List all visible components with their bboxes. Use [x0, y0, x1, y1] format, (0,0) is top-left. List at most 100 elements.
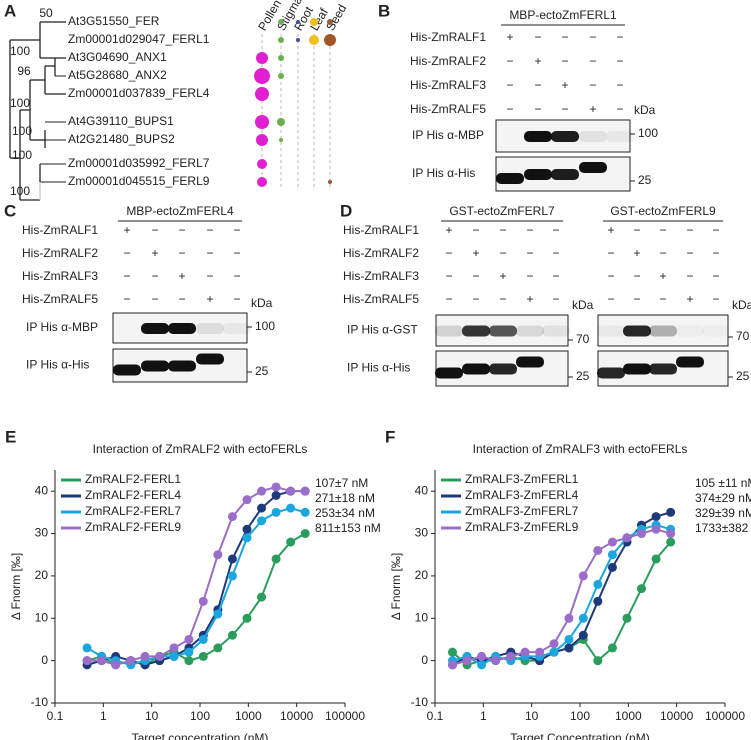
chart-title: Interaction of ZmRALF2 with ectoFERLs: [93, 442, 308, 456]
sign: −: [499, 223, 506, 237]
sign: −: [659, 223, 666, 237]
sign: −: [534, 30, 541, 44]
data-point: [578, 571, 588, 581]
sign: −: [633, 269, 640, 283]
marker-label: 70: [576, 332, 590, 346]
band: [435, 367, 463, 379]
data-point: [637, 529, 647, 539]
row-label: His-ZmRALF1: [343, 223, 419, 237]
band: [141, 360, 169, 372]
sign: +: [686, 292, 693, 306]
data-point: [242, 495, 252, 505]
sign: −: [151, 292, 158, 306]
x-tick-label: 100000: [325, 709, 365, 723]
data-point: [169, 643, 179, 653]
sign: −: [534, 102, 541, 116]
sign: −: [616, 78, 623, 92]
sign: −: [472, 223, 479, 237]
data-point: [184, 656, 194, 666]
row-label: His-ZmRALF1: [22, 223, 98, 237]
data-point: [257, 503, 267, 513]
sign: −: [526, 269, 533, 283]
probe-label: IP His α-MBP: [26, 320, 98, 334]
leaf-label: Zm00001d045515_FERL9: [68, 174, 210, 188]
expression-dot: [255, 115, 269, 129]
data-point: [257, 516, 267, 526]
panel-label: C: [4, 201, 16, 220]
band: [649, 363, 677, 375]
data-point: [491, 656, 501, 666]
data-point: [169, 651, 179, 661]
legend-label: ZmRALF3-ZmFERL4: [465, 488, 579, 502]
sign: −: [659, 246, 666, 260]
expression-dot: [278, 55, 284, 61]
band: [579, 131, 607, 142]
sign: +: [123, 223, 130, 237]
y-tick-label: 10: [415, 610, 429, 624]
expression-dot: [278, 37, 284, 43]
probe-label: IP His α-His: [347, 361, 410, 375]
blot-title: GST-ectoZmFERL7: [449, 204, 555, 218]
data-point: [300, 507, 310, 517]
legend-label: ZmRALF2-FERL7: [85, 504, 181, 518]
bootstrap-value: 50: [39, 6, 53, 20]
sign: −: [534, 78, 541, 92]
y-axis-label: Δ Fnorm [‰]: [389, 553, 403, 620]
row-label: His-ZmRALF2: [343, 246, 419, 260]
data-point: [622, 613, 632, 623]
row-label: His-ZmRALF3: [343, 269, 419, 283]
sign: +: [445, 223, 452, 237]
data-point: [535, 647, 545, 657]
band: [196, 323, 224, 334]
x-tick-label: 0.1: [47, 709, 64, 723]
band: [623, 363, 651, 375]
sign: −: [589, 30, 596, 44]
y-tick-label: 30: [415, 526, 429, 540]
row-label: His-ZmRALF5: [22, 292, 98, 306]
x-axis-label: Target Concentration (nM): [510, 731, 649, 740]
data-point: [593, 596, 603, 606]
data-point: [227, 512, 237, 522]
sign: −: [206, 246, 213, 260]
x-tick-label: 1: [100, 709, 107, 723]
band: [524, 169, 552, 180]
kd-label: 374±29 nM: [695, 491, 751, 505]
sign: −: [589, 78, 596, 92]
blot-title: MBP-ectoZmFERL1: [509, 8, 617, 22]
bootstrap-value: 100: [10, 96, 30, 110]
y-tick-label: 40: [35, 483, 49, 497]
data-point: [607, 550, 617, 560]
row-label: His-ZmRALF2: [22, 246, 98, 260]
probe-label: IP His α-His: [26, 358, 89, 372]
data-point: [549, 639, 559, 649]
expression-dot: [324, 34, 336, 46]
band: [623, 325, 651, 337]
sign: −: [206, 269, 213, 283]
leaf-label: At3G51550_FER: [68, 14, 160, 28]
data-point: [111, 660, 121, 670]
data-point: [520, 647, 530, 657]
blot-title: GST-ectoZmFERL9: [610, 204, 716, 218]
data-point: [213, 643, 223, 653]
legend-label: ZmRALF2-FERL4: [85, 488, 181, 502]
data-point: [506, 651, 516, 661]
data-point: [477, 651, 487, 661]
data-point: [549, 647, 559, 657]
sign: −: [712, 246, 719, 260]
sign: +: [534, 54, 541, 68]
sign: −: [561, 30, 568, 44]
x-tick-label: 0.1: [427, 709, 444, 723]
band: [462, 363, 490, 375]
data-point: [462, 656, 472, 666]
data-point: [184, 634, 194, 644]
expression-dot: [310, 18, 318, 26]
sign: −: [616, 54, 623, 68]
sign: −: [633, 223, 640, 237]
blot-box: [597, 314, 729, 347]
bootstrap-value: 100: [12, 124, 32, 138]
legend-label: ZmRALF3-ZmFERL7: [465, 504, 579, 518]
data-point: [198, 596, 208, 606]
x-tick-label: 100000: [705, 709, 745, 723]
sign: −: [686, 269, 693, 283]
